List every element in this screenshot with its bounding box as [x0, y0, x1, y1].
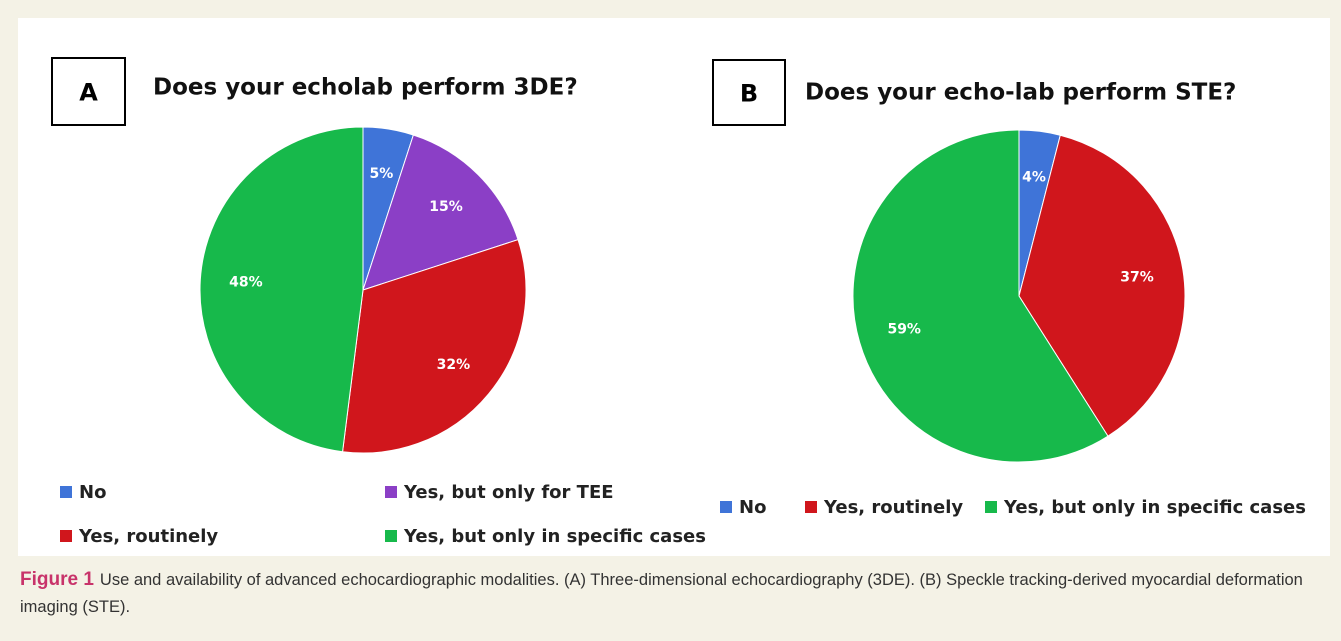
legend-swatch — [385, 530, 397, 542]
chart-title: Does your echo-lab perform STE? — [805, 80, 1236, 106]
legend-swatch — [60, 530, 72, 542]
panel-letter: A — [79, 79, 98, 107]
data-label: 5% — [369, 166, 393, 182]
legend-label: Yes, routinely — [823, 497, 963, 518]
legend-label: Yes, but only in specific cases — [1003, 497, 1306, 518]
pie-slice — [342, 238, 527, 454]
caption-text: Use and availability of advanced echocar… — [20, 571, 1303, 616]
data-label: 15% — [429, 199, 463, 215]
data-label: 37% — [1120, 269, 1154, 285]
chart-title: Does your echolab perform 3DE? — [153, 75, 578, 101]
panel-letter-box — [712, 59, 786, 126]
panel-letter: B — [740, 80, 758, 108]
legend-label: Yes, but only in specific cases — [403, 526, 706, 547]
legend-swatch — [985, 501, 997, 513]
caption: Figure 1 Use and availability of advanced… — [20, 566, 1320, 621]
legend-label: No — [739, 497, 766, 518]
legend-label: Yes, but only for TEE — [403, 482, 614, 503]
pie-slice — [852, 129, 1109, 463]
legend-swatch — [720, 501, 732, 513]
legend-swatch — [805, 501, 817, 513]
legend-label: No — [79, 482, 106, 503]
data-label: 32% — [437, 357, 471, 373]
data-label: 48% — [229, 275, 263, 291]
pie-slice — [199, 126, 364, 453]
legend-label: Yes, routinely — [78, 526, 218, 547]
legend-swatch — [60, 486, 72, 498]
caption-label: Figure 1 — [20, 569, 94, 590]
data-label: 4% — [1022, 169, 1046, 185]
panel-letter-box — [51, 57, 126, 126]
legend-swatch — [385, 486, 397, 498]
data-label: 59% — [887, 321, 921, 337]
pie-slice — [362, 134, 519, 291]
